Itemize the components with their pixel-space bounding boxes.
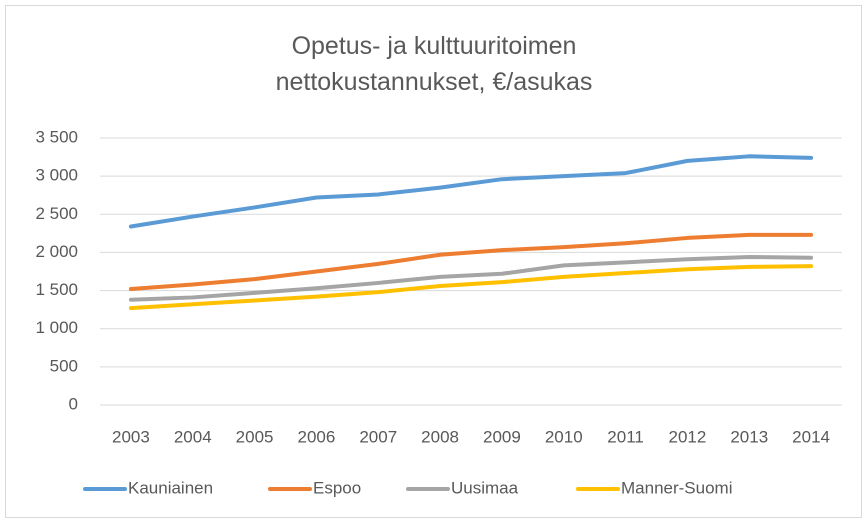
y-tick-label: 2 000 [35,242,78,261]
y-tick-label: 1 500 [35,280,78,299]
y-tick-label: 500 [50,356,78,375]
legend-label: Uusimaa [451,478,519,497]
legend-label: Kauniainen [128,478,213,497]
line-series [128,154,814,229]
x-tick-label: 2010 [545,427,583,446]
x-tick-label: 2012 [669,427,707,446]
legend-label: Manner-Suomi [621,478,733,497]
line-series [128,264,814,311]
legend-label: Espoo [313,478,361,497]
chart-border [5,5,862,518]
x-tick-label: 2014 [792,427,830,446]
x-tick-label: 2009 [483,427,521,446]
y-tick-label: 1 000 [35,318,78,337]
chart-title: Opetus- ja kulttuuritoimen nettokustannu… [275,32,593,96]
y-tick-label: 2 500 [35,204,78,223]
x-tick-label: 2003 [112,427,150,446]
x-tick-label: 2013 [730,427,768,446]
y-tick-label: 0 [69,394,78,413]
x-tick-label: 2006 [298,427,336,446]
x-tick-label: 2005 [236,427,274,446]
y-tick-label: 3 000 [35,166,78,185]
x-tick-label: 2011 [607,427,644,446]
x-tick-label: 2007 [359,427,397,446]
y-tick-label: 3 500 [35,127,78,146]
x-tick-label: 2008 [421,427,459,446]
x-tick-label: 2004 [174,427,212,446]
line-series [128,255,814,302]
line-series [128,232,814,292]
